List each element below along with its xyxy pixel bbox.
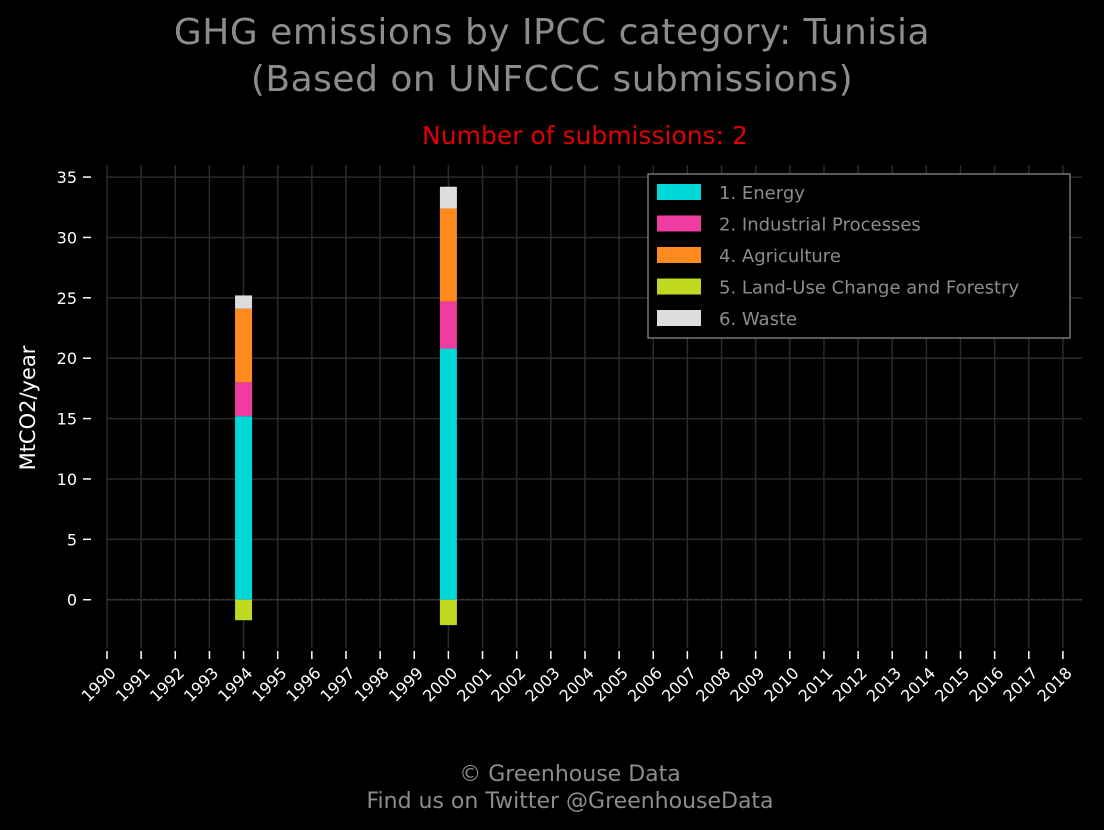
x-tick-label: 2002 [487, 663, 529, 705]
x-tick-label: 2011 [795, 663, 837, 705]
x-tick-label: 1994 [214, 663, 256, 705]
chart-title-line-1: GHG emissions by IPCC category: Tunisia [173, 12, 931, 53]
x-tick-label: 1992 [146, 663, 188, 705]
legend-label: 2. Industrial Processes [719, 215, 921, 236]
x-tick-label: 2013 [863, 663, 905, 705]
x-tick-label: 2018 [1034, 663, 1076, 705]
x-tick-label: 2005 [590, 663, 632, 705]
footer-twitter: Find us on Twitter @GreenhouseData [366, 789, 774, 814]
x-tick-label: 2010 [760, 663, 802, 705]
x-tick-label: 2004 [556, 663, 598, 705]
legend-swatch [657, 310, 701, 326]
x-tick-label: 1993 [180, 663, 222, 705]
y-axis-label: MtCO2/year [16, 345, 40, 470]
x-tick-label: 2014 [897, 663, 939, 705]
x-tick-label: 1998 [351, 663, 393, 705]
legend-label: 5. Land-Use Change and Forestry [719, 278, 1019, 299]
x-tick-label: 1997 [317, 663, 359, 705]
bar-segment-2000-6-waste [439, 186, 457, 209]
bar-segment-1994-4-agriculture [235, 308, 253, 383]
legend-label: 6. Waste [719, 309, 797, 330]
y-tick-label: 25 [57, 289, 77, 308]
y-tick-label: 5 [67, 530, 77, 549]
x-tick-label: 2008 [692, 663, 734, 705]
y-tick-label: 20 [57, 349, 77, 368]
x-tick-label: 1990 [78, 663, 120, 705]
bar-segment-2000-5-land-use-change-and-forestry [439, 599, 457, 626]
x-tick-label: 2015 [931, 663, 973, 705]
legend-box [647, 173, 1071, 339]
bar-segment-2000-2-industrial-processes [439, 301, 457, 349]
footer-copyright: © Greenhouse Data [459, 762, 681, 787]
x-tick-label: 2012 [829, 663, 871, 705]
legend-swatch [657, 184, 701, 200]
x-tick-label: 2006 [624, 663, 666, 705]
x-tick-label: 1995 [248, 663, 290, 705]
legend-label: 1. Energy [719, 183, 805, 204]
bar-segment-2000-4-agriculture [439, 208, 457, 302]
y-tick-label: 15 [57, 410, 77, 429]
chart-title-line-2: (Based on UNFCCC submissions) [250, 59, 854, 100]
bar-segment-2000-1-energy [439, 348, 457, 600]
bar-segment-1994-2-industrial-processes [235, 382, 253, 417]
x-tick-label: 2003 [521, 663, 563, 705]
x-tick-label: 1996 [282, 663, 324, 705]
bar-segment-1994-5-land-use-change-and-forestry [235, 599, 253, 621]
x-tick-label: 1999 [385, 663, 427, 705]
bar-segment-1994-6-waste [235, 295, 253, 309]
x-tick-label: 2007 [658, 663, 700, 705]
x-tick-label: 1991 [112, 663, 154, 705]
chart-subtitle: Number of submissions: 2 [422, 121, 748, 150]
y-tick-label: 0 [67, 591, 77, 610]
legend-swatch [657, 247, 701, 263]
legend-swatch [657, 278, 701, 295]
x-tick-label: 2001 [453, 663, 495, 705]
y-tick-label: 35 [57, 168, 77, 187]
x-tick-label: 2009 [726, 663, 768, 705]
y-tick-label: 10 [57, 470, 77, 489]
x-tick-label: 2000 [419, 663, 461, 705]
legend-label: 4. Agriculture [719, 246, 841, 267]
x-tick-label: 2016 [965, 663, 1007, 705]
y-tick-label: 30 [57, 228, 77, 247]
legend-swatch [657, 215, 701, 232]
x-tick-label: 2017 [999, 663, 1041, 705]
bar-segment-1994-1-energy [235, 416, 253, 600]
